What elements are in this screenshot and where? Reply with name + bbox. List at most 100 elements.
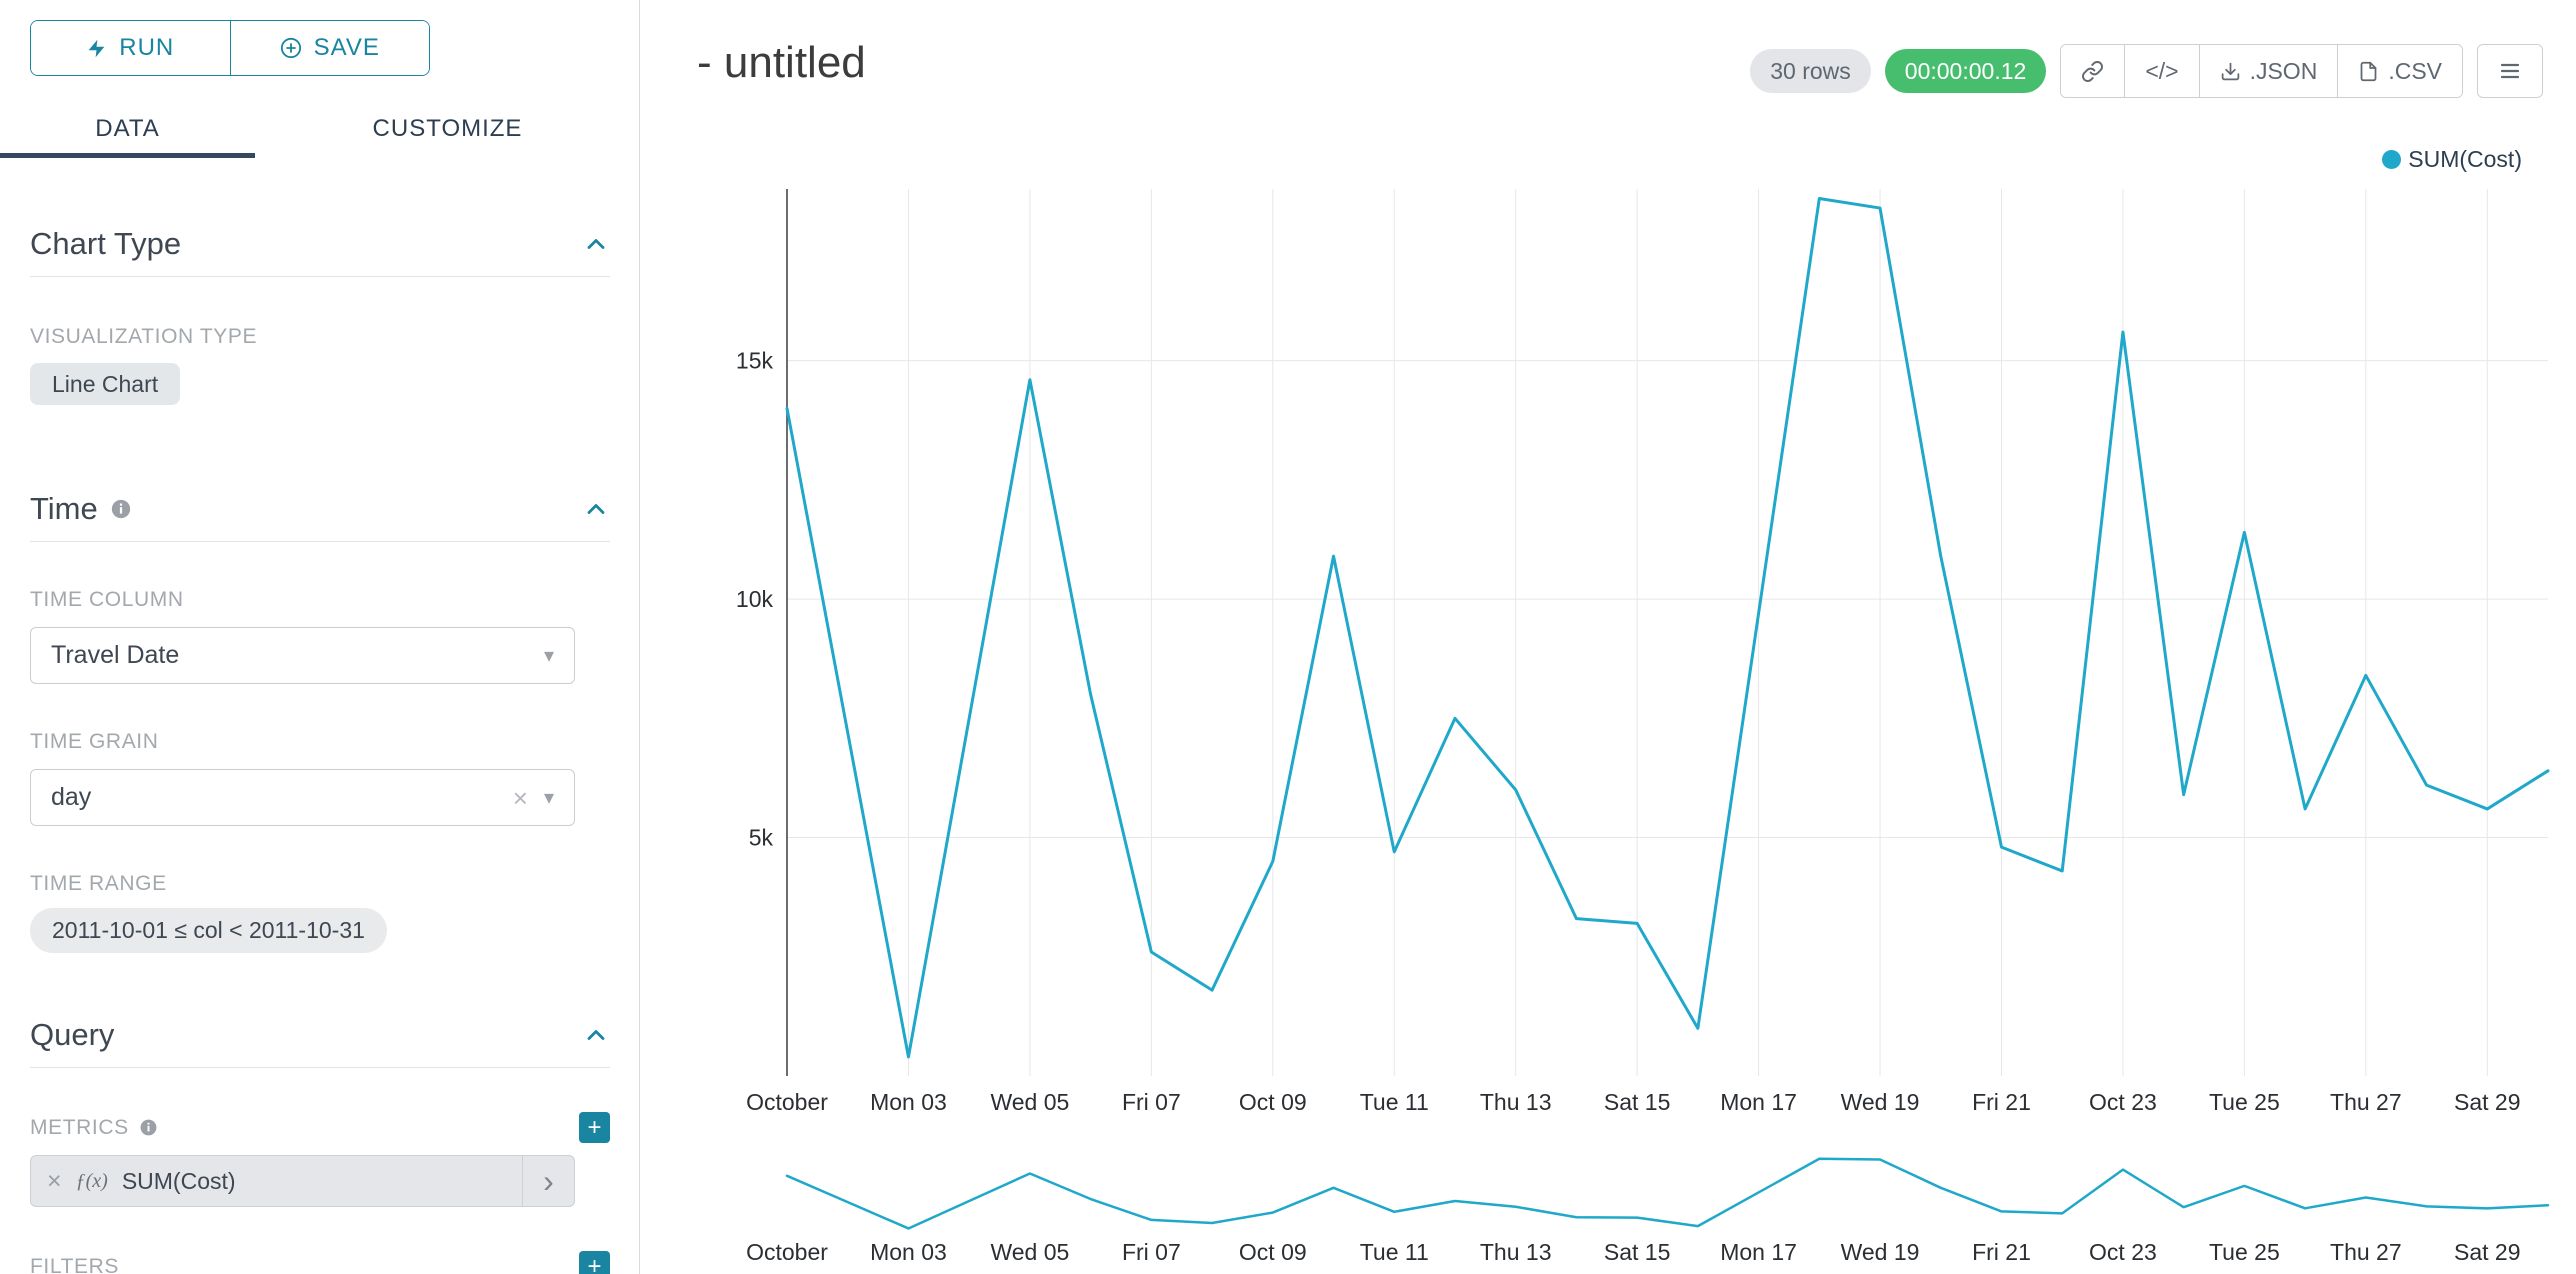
mini-x-axis-label: Wed 19 — [1841, 1239, 1920, 1265]
viz-type-label-text: VISUALIZATION TYPE — [30, 325, 258, 348]
section-query-header[interactable]: Query — [30, 1017, 610, 1068]
time-column-label: TIME COLUMN — [30, 588, 610, 612]
tab-data[interactable]: DATA — [0, 100, 255, 158]
time-range-label-text: TIME RANGE — [30, 872, 167, 895]
y-axis-label: 5k — [749, 825, 774, 851]
query-action-buttons: RUN SAVE — [30, 20, 430, 76]
chart-title: - untitled — [697, 38, 866, 87]
remove-metric-icon[interactable]: × — [47, 1166, 62, 1195]
time-grain-label-text: TIME GRAIN — [30, 730, 159, 753]
time-grain-value: day — [51, 783, 92, 811]
chevron-down-icon: ▾ — [543, 644, 554, 667]
metrics-row: METRICS + — [30, 1112, 610, 1143]
chevron-right-icon[interactable]: › — [522, 1156, 574, 1206]
chevron-down-icon: ▾ — [543, 786, 554, 809]
mini-x-axis-label: Mon 03 — [870, 1239, 947, 1265]
x-axis-label: Sat 29 — [2454, 1089, 2521, 1115]
legend-label: SUM(Cost) — [2408, 146, 2522, 172]
time-column-label-text: TIME COLUMN — [30, 588, 184, 611]
metric-name: SUM(Cost) — [121, 1167, 236, 1194]
viz-type-value[interactable]: Line Chart — [30, 363, 181, 405]
viz-type-label: VISUALIZATION TYPE — [30, 325, 610, 349]
filters-row: FILTERS + — [30, 1251, 610, 1274]
time-range-label: TIME RANGE — [30, 872, 610, 896]
section-query-title: Query — [30, 1017, 115, 1052]
time-column-value: Travel Date — [51, 641, 180, 669]
chevron-up-icon[interactable] — [582, 230, 610, 258]
metric-item[interactable]: × ƒ(x) SUM(Cost) › — [30, 1155, 575, 1207]
export-json-button[interactable]: .JSON — [2199, 45, 2339, 97]
mini-x-axis-label: Sat 15 — [1604, 1239, 1671, 1265]
control-panel: RUN SAVE DATA CUSTOMIZE Chart Type — [0, 0, 640, 1274]
mini-x-axis-label: Tue 11 — [1360, 1239, 1429, 1265]
time-column-select[interactable]: Travel Date ▾ — [30, 627, 575, 684]
export-button-group: </> .JSON .CSV — [2060, 44, 2463, 98]
clear-icon[interactable]: × — [512, 782, 528, 813]
x-axis-label: Thu 27 — [2330, 1089, 2402, 1115]
tab-data-label: DATA — [95, 115, 160, 142]
add-metric-button[interactable]: + — [579, 1112, 610, 1143]
time-grain-select[interactable]: day × ▾ — [30, 769, 575, 826]
metrics-label: METRICS — [30, 1116, 158, 1140]
tab-customize-label: CUSTOMIZE — [372, 115, 523, 142]
save-button[interactable]: SAVE — [230, 21, 429, 75]
export-csv-button[interactable]: .CSV — [2338, 45, 2462, 97]
code-icon: </> — [2145, 57, 2179, 84]
mini-x-axis-label: Thu 27 — [2330, 1239, 2402, 1265]
download-icon — [2221, 62, 2239, 80]
add-filter-button[interactable]: + — [579, 1251, 610, 1274]
x-axis-label: Tue 11 — [1360, 1089, 1429, 1115]
row-count-badge: 30 rows — [1750, 49, 1871, 93]
more-options-button[interactable] — [2477, 44, 2543, 98]
mini-x-axis-label: Wed 05 — [990, 1239, 1069, 1265]
mini-x-axis-label: Sat 29 — [2454, 1239, 2521, 1265]
mini-x-axis-label: Fri 21 — [1972, 1239, 2031, 1265]
section-chart-type-title: Chart Type — [30, 226, 182, 261]
mini-preview-line[interactable] — [785, 1157, 2550, 1230]
save-button-label: SAVE — [313, 34, 380, 61]
tab-customize[interactable]: CUSTOMIZE — [255, 100, 639, 158]
filters-label: FILTERS — [30, 1255, 119, 1274]
mini-x-axis-label: Oct 23 — [2089, 1239, 2157, 1265]
hamburger-menu-icon — [2500, 63, 2520, 79]
plus-circle-icon — [280, 37, 301, 59]
chart-container: - untitled 30 rows 00:00:00.12 </> — [640, 0, 2576, 1274]
chart-svg[interactable]: 5k 10k 15k October October Mon 03 Mon 03 Wed 05… — [640, 100, 2576, 1274]
filters-label-text: FILTERS — [30, 1254, 119, 1274]
run-button[interactable]: RUN — [31, 21, 231, 75]
link-icon — [2082, 60, 2104, 82]
chart-header-actions: 30 rows 00:00:00.12 </> .JSON — [1750, 44, 2543, 98]
mini-x-axis-label: Mon 17 — [1720, 1239, 1797, 1265]
view-query-button[interactable]: </> — [2125, 45, 2200, 97]
export-json-label: .JSON — [2249, 57, 2318, 84]
bolt-icon — [88, 39, 105, 57]
info-icon — [140, 1119, 157, 1136]
time-range-value[interactable]: 2011-10-01 ≤ col < 2011-10-31 — [30, 908, 387, 953]
time-grain-label: TIME GRAIN — [30, 730, 610, 754]
x-axis-label: Thu 13 — [1480, 1089, 1552, 1115]
x-axis-label: Oct 23 — [2089, 1089, 2157, 1115]
x-axis-label: Fri 21 — [1972, 1089, 2031, 1115]
legend-item-sum-cost[interactable]: SUM(Cost) — [2382, 146, 2522, 173]
mini-x-axis-label: Thu 13 — [1480, 1239, 1552, 1265]
x-axis-label: Sat 15 — [1604, 1089, 1671, 1115]
mini-x-axis-label: Oct 09 — [1239, 1239, 1307, 1265]
section-time-title-text: Time — [30, 491, 98, 526]
x-axis-label: October — [746, 1089, 828, 1115]
x-axis-label: Wed 19 — [1841, 1089, 1920, 1115]
query-timer-badge: 00:00:00.12 — [1884, 49, 2047, 93]
function-icon: ƒ(x) — [75, 1169, 108, 1192]
mini-x-axis-label: Fri 07 — [1122, 1239, 1181, 1265]
series-line-sum-cost[interactable] — [785, 197, 2550, 1059]
section-time-title: Time — [30, 491, 132, 527]
section-chart-type-header[interactable]: Chart Type — [30, 226, 610, 277]
file-icon — [2360, 61, 2377, 81]
chevron-up-icon[interactable] — [582, 1021, 610, 1049]
x-axis-label: Fri 07 — [1122, 1089, 1181, 1115]
mini-x-axis-label: Tue 25 — [2209, 1239, 2280, 1265]
section-time-header[interactable]: Time — [30, 491, 610, 542]
y-axis-label: 10k — [736, 586, 774, 612]
chevron-up-icon[interactable] — [582, 495, 610, 523]
share-link-button[interactable] — [2061, 45, 2126, 97]
